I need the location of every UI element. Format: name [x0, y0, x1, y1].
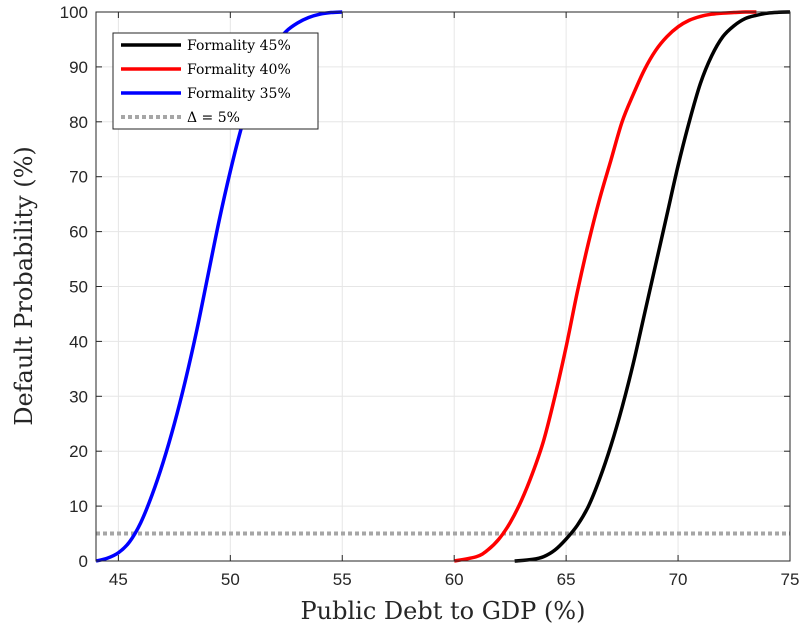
x-axis-label: Public Debt to GDP (%): [301, 597, 586, 625]
legend-label: Formality 35%: [187, 86, 291, 102]
y-axis-label: Default Probability (%): [10, 146, 38, 426]
legend-label: Δ = 5%: [187, 110, 240, 126]
series-line: [453, 10, 757, 563]
x-tick-label: 50: [221, 570, 240, 589]
x-axis-ticks: 45 50 55 60 65 70 75: [109, 12, 800, 589]
series-line: [95, 10, 343, 563]
x-tick-label: 70: [669, 570, 688, 589]
legend-label: Formality 45%: [187, 38, 291, 54]
y-tick-label: 30: [69, 387, 88, 406]
x-tick-label: 55: [333, 570, 352, 589]
y-tick-label: 0: [79, 552, 88, 571]
legend-label: Formality 40%: [187, 62, 291, 78]
series-line: [514, 10, 791, 563]
x-tick-label: 45: [109, 570, 128, 589]
y-tick-label: 60: [69, 223, 88, 242]
series-lines: [95, 10, 791, 563]
legend: Formality 45% Formality 40% Formality 35% Δ…: [112, 32, 319, 130]
x-tick-label: 60: [445, 570, 464, 589]
x-tick-label: 75: [781, 570, 800, 589]
legend-box: [112, 32, 319, 130]
y-tick-label: 20: [69, 442, 88, 461]
y-tick-label: 10: [69, 497, 88, 516]
y-tick-label: 40: [69, 332, 88, 351]
x-tick-label: 65: [557, 570, 576, 589]
y-axis-ticks: 0 10 20 30 40 50 60 70 80 90 100: [60, 3, 790, 571]
y-tick-label: 90: [69, 58, 88, 77]
y-tick-label: 100: [60, 3, 88, 22]
y-tick-label: 50: [69, 278, 88, 297]
y-tick-label: 80: [69, 113, 88, 132]
y-tick-label: 70: [69, 168, 88, 187]
